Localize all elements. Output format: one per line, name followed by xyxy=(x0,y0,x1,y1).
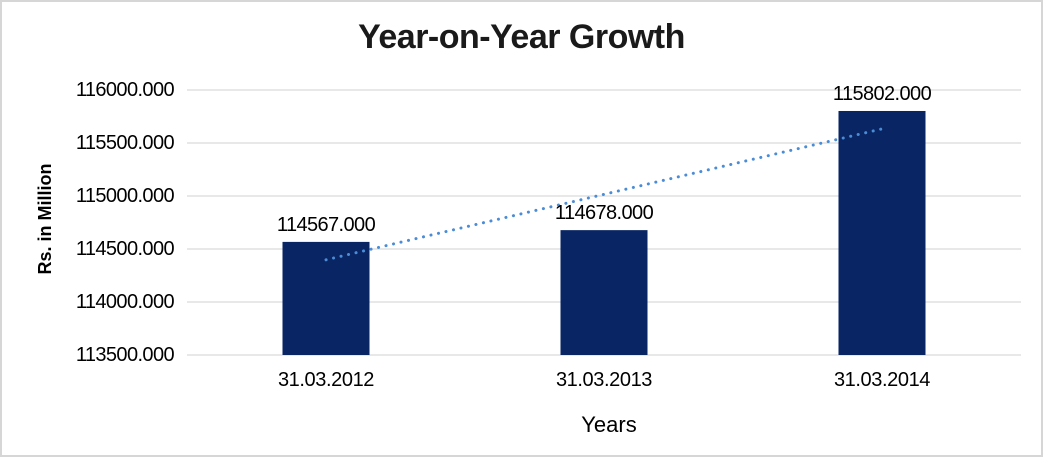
trendline xyxy=(324,127,884,262)
x-tick-label: 31.03.2012 xyxy=(277,369,375,391)
y-tick-label: 116000.000 xyxy=(75,79,175,101)
y-tick-label: 113500.000 xyxy=(75,344,175,366)
y-tick-label: 114000.000 xyxy=(75,291,175,313)
y-tick-label: 115500.000 xyxy=(75,132,175,154)
x-tick-label: 31.03.2014 xyxy=(833,369,931,391)
x-tick-label: 31.03.2013 xyxy=(555,369,653,391)
y-tick-label: 114500.000 xyxy=(75,238,175,260)
chart-title: Year-on-Year Growth xyxy=(358,18,685,56)
y-tick-label: 115000.000 xyxy=(75,185,175,207)
bar-value-label: 114567.000 xyxy=(276,213,376,236)
bar-value-label: 115802.000 xyxy=(832,82,932,105)
bar-value-label: 114678.000 xyxy=(554,202,654,225)
x-axis-title: Years xyxy=(581,412,637,437)
bar xyxy=(560,230,648,355)
bar xyxy=(838,110,926,355)
